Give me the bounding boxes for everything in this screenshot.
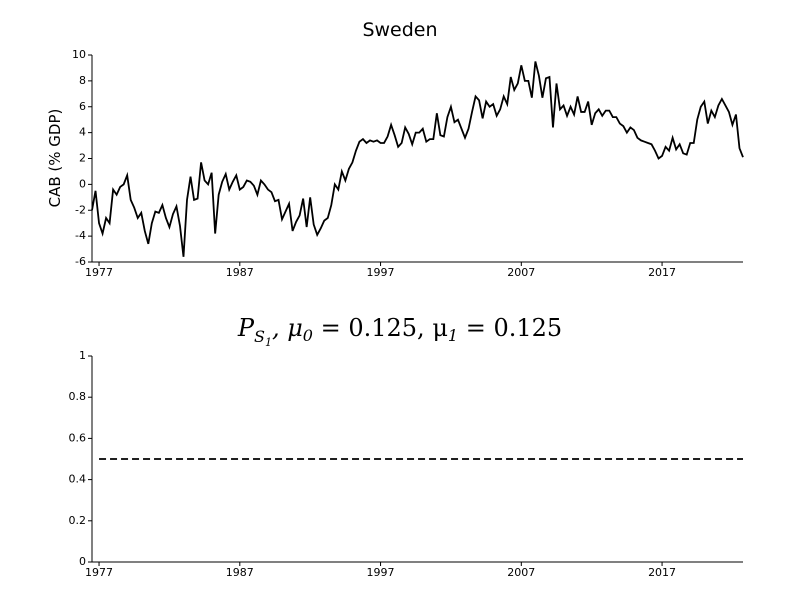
x-tick-label: 1977 xyxy=(85,266,113,279)
title-part: = 0.125 xyxy=(458,314,562,342)
x-tick-label: 1997 xyxy=(367,266,395,279)
x-tick-label: 2007 xyxy=(507,566,535,579)
y-tick-label: 8 xyxy=(79,74,86,87)
x-tick-label: 2017 xyxy=(648,566,676,579)
chart-title: Sweden xyxy=(362,19,437,41)
y-axis-label: CAB (% GDP) xyxy=(46,109,64,208)
title-part: S xyxy=(254,327,265,346)
y-tick-label: 0.6 xyxy=(69,431,87,444)
y-tick-label: 0.2 xyxy=(69,514,87,527)
y-tick-label: 1 xyxy=(79,349,86,362)
y-tick-label: 0.4 xyxy=(69,473,87,486)
title-part: 0 xyxy=(303,326,313,345)
x-tick-label: 2017 xyxy=(648,266,676,279)
data-line xyxy=(91,61,744,257)
x-tick-label: 1997 xyxy=(367,566,395,579)
y-tick-label: 0 xyxy=(79,555,86,568)
title-part: 1 xyxy=(265,336,272,349)
y-tick-label: 0.8 xyxy=(69,390,87,403)
title-part: , μ xyxy=(272,314,303,342)
y-tick-label: -4 xyxy=(75,229,86,242)
title-part: = 0.125, μ xyxy=(313,314,448,342)
x-tick-label: 1987 xyxy=(226,566,254,579)
y-tick-label: -2 xyxy=(75,203,86,216)
x-tick-label: 2007 xyxy=(507,266,535,279)
y-tick-label: 6 xyxy=(79,100,86,113)
x-tick-label: 1977 xyxy=(85,566,113,579)
y-tick-label: 10 xyxy=(72,48,86,61)
chart-title: PS1, μ0 = 0.125, μ1 = 0.125 xyxy=(237,314,562,349)
y-tick-label: 2 xyxy=(79,152,86,165)
title-part: P xyxy=(237,314,255,342)
x-tick-label: 1987 xyxy=(226,266,254,279)
y-tick-label: -6 xyxy=(75,255,86,268)
y-tick-label: 4 xyxy=(79,126,86,139)
y-tick-label: 0 xyxy=(79,177,86,190)
title-part: 1 xyxy=(448,326,458,345)
